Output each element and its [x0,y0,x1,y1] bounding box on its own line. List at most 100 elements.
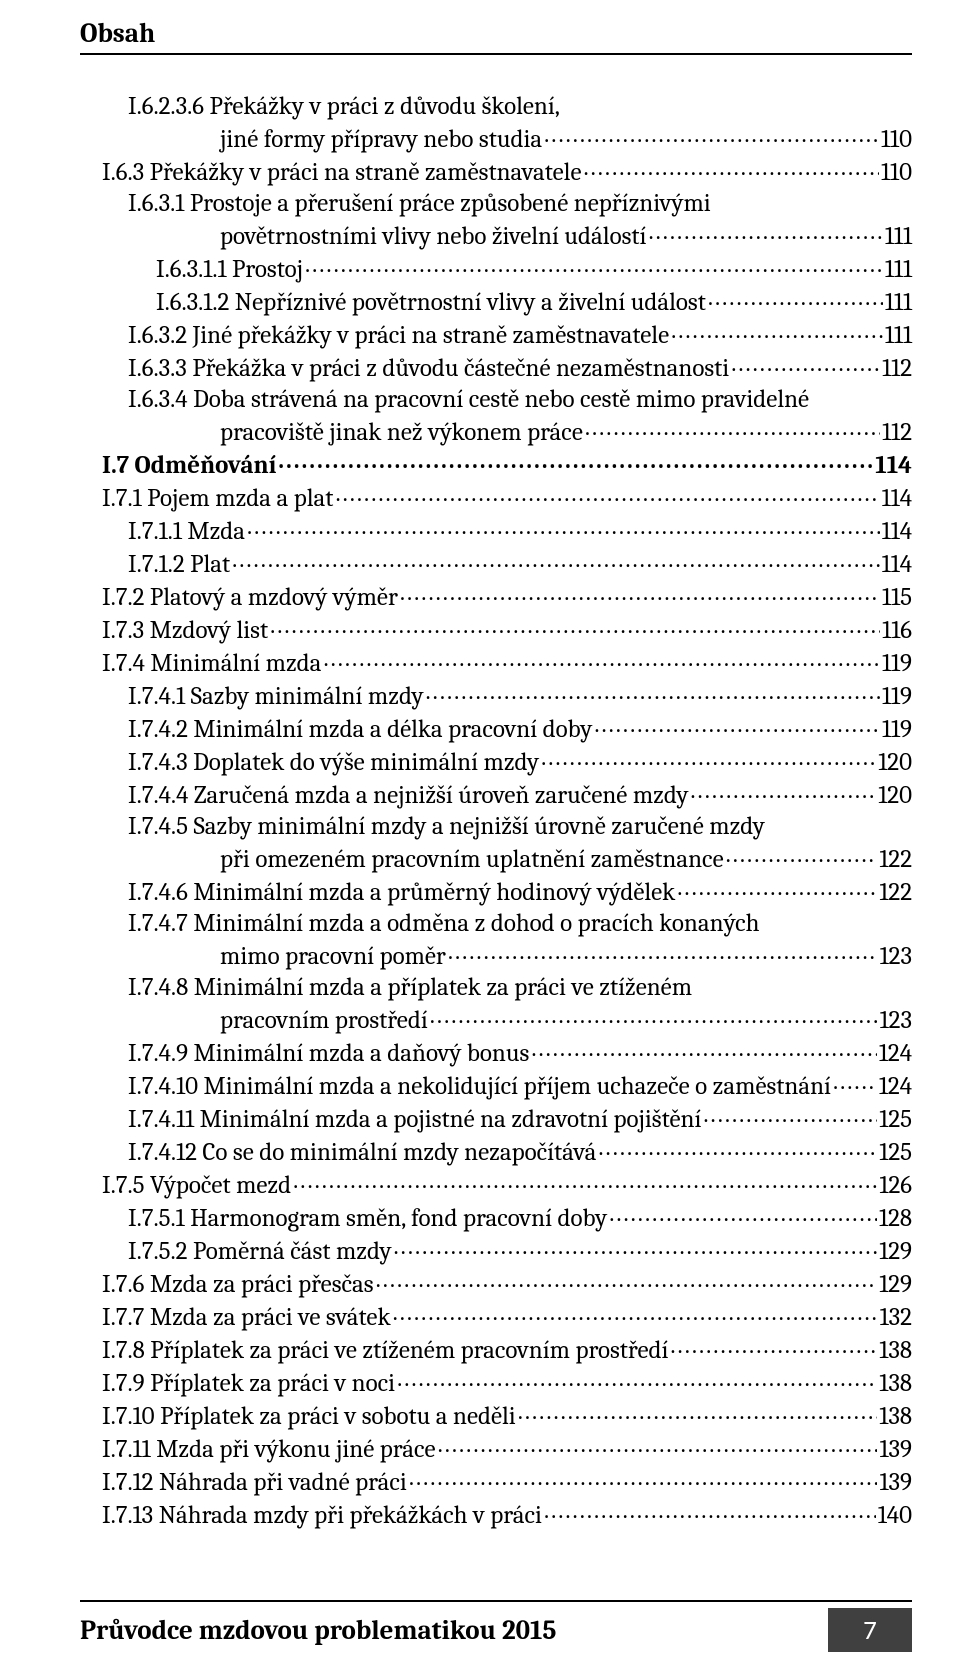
toc-entry: jiné formy přípravy nebo studia110 [80,122,912,155]
toc-leader-dots [541,745,876,770]
toc-entry-page: 120 [878,780,912,811]
toc-entry-page: 125 [879,1104,912,1135]
toc-leader-dots [544,1498,876,1523]
toc-entry-page: 114 [875,450,912,481]
toc-entry: I.7.4.10 Minimální mzda a nekolidující p… [80,1069,912,1102]
toc-leader-dots [409,1465,878,1490]
toc-entry-page: 123 [880,1005,912,1036]
toc-entry-label: I.7.1.2 Plat [128,549,230,580]
toc-entry-page: 112 [882,353,912,384]
toc-entry-page: 128 [879,1203,912,1234]
toc-entry: I.7.4.12 Co se do minimální mzdy nezapoč… [80,1135,912,1168]
toc-entry-page: 119 [882,648,912,679]
toc-entry: I.6.3.3 Překážka v práci z důvodu částeč… [80,351,912,384]
toc-leader-dots [531,1036,877,1061]
toc-leader-dots [394,1234,878,1259]
toc-entry-page: 123 [880,941,912,972]
toc-entry-label: I.7.10 Příplatek za práci v sobotu a ned… [102,1401,516,1432]
toc-entry-label: I.7.5.2 Poměrná část mzdy [128,1236,392,1267]
toc-entry: I.7.5.2 Poměrná část mzdy 129 [80,1234,912,1267]
toc-entry-label: I.7.4.8 Minimální mzda a příplatek za pr… [128,972,692,1003]
toc-entry-label: I.7.8 Příplatek za práci ve ztíženém pra… [102,1335,668,1366]
toc-leader-dots [518,1399,878,1424]
toc-leader-dots [438,1432,878,1457]
document-page: Obsah I.6.2.3.6 Překážky v práci z důvod… [0,0,960,1670]
toc-entry-label: I.7.4.4 Zaručená mzda a nejnižší úroveň … [128,780,688,811]
footer-page-number: 7 [828,1608,912,1652]
footer-bar: Průvodce mzdovou problematikou 2015 7 [80,1608,912,1652]
header-title: Obsah [80,18,912,49]
toc-entry: I.6.3.1 Prostoje a přerušení práce způso… [80,188,912,219]
toc-entry: povětrnostními vlivy nebo živelní událos… [80,219,912,252]
table-of-contents: I.6.2.3.6 Překážky v práci z důvodu škol… [80,91,912,1531]
toc-entry-page: 110 [881,124,912,155]
toc-entry-label: I.6.3.3 Překážka v práci z důvodu částeč… [128,353,729,384]
toc-leader-dots [335,481,879,506]
toc-leader-dots [833,1069,877,1094]
toc-entry-page: 129 [879,1236,912,1267]
toc-entry: I.7.12 Náhrada při vadné práci139 [80,1465,912,1498]
toc-leader-dots [247,514,880,539]
toc-entry-label: I.7.2 Platový a mzdový výměr [102,582,398,613]
toc-entry-page: 124 [879,1038,912,1069]
toc-entry: I.7.4.6 Minimální mzda a průměrný hodino… [80,875,912,908]
page-footer: Průvodce mzdovou problematikou 2015 7 [80,1600,912,1652]
toc-entry-page: 111 [885,254,912,285]
toc-entry-page: 132 [880,1302,912,1333]
toc-entry-page: 110 [881,157,912,188]
toc-entry-label: I.7.13 Náhrada mzdy při překážkách v prá… [102,1500,542,1531]
toc-entry: I.7.4.3 Doplatek do výše minimální mzdy1… [80,745,912,778]
toc-entry: I.7.6 Mzda za práci přesčas129 [80,1267,912,1300]
toc-entry-label: I.7.11 Mzda při výkonu jiné práce [102,1434,436,1465]
toc-leader-dots [426,679,880,704]
toc-entry-page: 140 [878,1500,912,1531]
toc-entry: I.6.3.1.2 Nepříznivé povětrnostní vlivy … [80,285,912,318]
toc-leader-dots [677,875,877,900]
toc-entry: I.7.4.4 Zaručená mzda a nejnižší úroveň … [80,778,912,811]
toc-entry-label: I.7.4.12 Co se do minimální mzdy nezapoč… [128,1137,596,1168]
toc-leader-dots [397,1366,877,1391]
toc-entry: I.7.9 Příplatek za práci v noci138 [80,1366,912,1399]
toc-entry-label: I.7.4.3 Doplatek do výše minimální mzdy [128,747,539,778]
toc-entry-label: I.7.7 Mzda za práci ve svátek [102,1302,391,1333]
toc-leader-dots [708,285,883,310]
toc-entry-label: I.7.1 Pojem mzda a plat [102,483,333,514]
toc-leader-dots [270,613,880,638]
toc-entry: I.7.4.9 Minimální mzda a daňový bonus124 [80,1036,912,1069]
toc-entry-page: 111 [885,287,912,318]
toc-entry: I.7.4.5 Sazby minimální mzdy a nejnižší … [80,811,912,842]
toc-entry: I.7.10 Příplatek za práci v sobotu a ned… [80,1399,912,1432]
toc-entry-label: I.7.4.11 Minimální mzda a pojistné na zd… [128,1104,701,1135]
toc-entry-page: 124 [879,1071,912,1102]
toc-entry: I.6.2.3.6 Překážky v práci z důvodu škol… [80,91,912,122]
page-header: Obsah [80,18,912,55]
toc-leader-dots [670,1333,877,1358]
toc-entry-label: I.6.2.3.6 Překážky v práci z důvodu škol… [128,91,560,122]
header-rule [80,53,912,55]
toc-entry-label: mimo pracovní poměr [220,941,446,972]
toc-entry-page: 138 [879,1335,912,1366]
toc-entry: pracoviště jinak než výkonem práce112 [80,415,912,448]
toc-entry-label: I.6.3.4 Doba strávená na pracovní cestě … [128,384,809,415]
toc-entry: I.7.4.7 Minimální mzda a odměna z dohod … [80,908,912,939]
toc-entry-page: 115 [882,582,912,613]
toc-entry-label: I.7.4.5 Sazby minimální mzdy a nejnižší … [128,811,765,842]
toc-leader-dots [598,1135,877,1160]
toc-entry-page: 114 [882,549,912,580]
toc-entry-label: I.7 Odměňování [102,450,276,481]
toc-entry: pracovním prostředí123 [80,1003,912,1036]
toc-entry-label: I.6.3.1 Prostoje a přerušení práce způso… [128,188,711,219]
toc-entry: I.7.2 Platový a mzdový výměr 115 [80,580,912,613]
toc-entry-page: 139 [879,1434,912,1465]
toc-entry-label: při omezeném pracovním uplatnění zaměstn… [220,844,724,875]
toc-entry: I.7.4.11 Minimální mzda a pojistné na zd… [80,1102,912,1135]
toc-entry: I.7.1 Pojem mzda a plat114 [80,481,912,514]
toc-entry-label: I.6.3.1.2 Nepříznivé povětrnostní vlivy … [156,287,706,318]
toc-entry: I.6.3.4 Doba strávená na pracovní cestě … [80,384,912,415]
toc-entry-label: I.7.1.1 Mzda [128,516,245,547]
toc-leader-dots [393,1300,878,1325]
toc-entry: I.6.3.2 Jiné překážky v práci na straně … [80,318,912,351]
toc-entry-page: 138 [879,1401,912,1432]
toc-leader-dots [609,1201,877,1226]
toc-entry-page: 139 [879,1467,912,1498]
